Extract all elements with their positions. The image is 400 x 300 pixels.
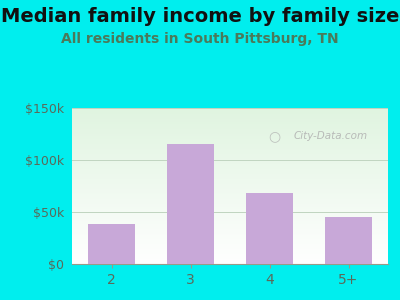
Text: ○: ○ <box>268 129 280 143</box>
Bar <box>246 193 293 264</box>
Bar <box>325 217 372 264</box>
Bar <box>167 144 214 264</box>
Bar <box>88 224 135 264</box>
Text: All residents in South Pittsburg, TN: All residents in South Pittsburg, TN <box>61 32 339 46</box>
Text: City-Data.com: City-Data.com <box>293 131 367 141</box>
Text: Median family income by family size: Median family income by family size <box>1 8 399 26</box>
